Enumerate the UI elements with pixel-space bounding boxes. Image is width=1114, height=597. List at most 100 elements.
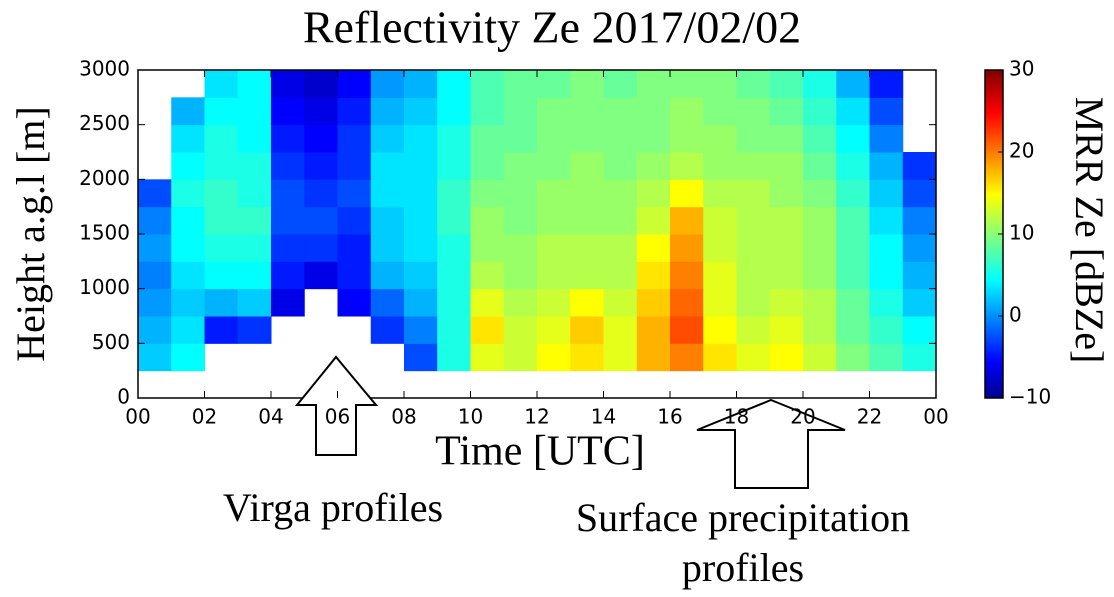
cell (370, 288, 405, 317)
cell (171, 179, 205, 208)
cell (603, 316, 638, 344)
cell (470, 206, 505, 235)
cell (603, 206, 638, 235)
cell (370, 234, 405, 262)
cell (769, 343, 804, 372)
cell (271, 179, 305, 208)
cell (603, 261, 638, 290)
cell (304, 234, 338, 262)
x-tick-label: 04 (258, 405, 283, 429)
cell (736, 343, 771, 372)
cell (470, 124, 505, 153)
cell (570, 234, 604, 262)
cell (836, 152, 870, 180)
cell (503, 316, 538, 344)
cell (470, 97, 505, 126)
cell (769, 97, 804, 126)
cell (537, 152, 571, 180)
x-tick-label: 10 (458, 405, 483, 429)
cell (670, 97, 704, 126)
x-tick-label: 08 (391, 405, 416, 429)
cell (902, 288, 937, 317)
cell (869, 288, 904, 317)
cell (902, 206, 937, 235)
cell (404, 288, 438, 317)
cell (503, 343, 538, 372)
cell (537, 97, 571, 126)
cell (670, 206, 704, 235)
heatmap (138, 70, 937, 372)
cell (138, 234, 172, 262)
cell (171, 152, 205, 180)
surface-arrow (696, 398, 846, 489)
cell (902, 152, 937, 180)
cell (337, 206, 372, 235)
cell (636, 288, 671, 317)
cell (636, 70, 671, 98)
cell (603, 234, 638, 262)
cell (736, 124, 771, 153)
cell (836, 97, 870, 126)
cell (437, 97, 471, 126)
annotations: Virga profiles Surface precipitation profi… (223, 485, 910, 590)
cell (902, 234, 937, 262)
cell (537, 343, 571, 372)
cell (370, 124, 405, 153)
cell (836, 288, 870, 317)
cell (404, 234, 438, 262)
cell (703, 124, 737, 153)
x-tick-label: 06 (325, 405, 350, 429)
cell (603, 152, 638, 180)
cell (869, 152, 904, 180)
cell (437, 234, 471, 262)
y-tick-label: 1000 (79, 275, 130, 299)
cell (703, 288, 737, 317)
cell (437, 124, 471, 153)
cell (570, 179, 604, 208)
cell (803, 234, 837, 262)
cell (437, 288, 471, 317)
cell (204, 152, 239, 180)
cell (503, 234, 538, 262)
cell (703, 206, 737, 235)
cell (670, 124, 704, 153)
cell (570, 343, 604, 372)
cell (636, 206, 671, 235)
cell (869, 70, 904, 98)
cell (836, 70, 870, 98)
cell (636, 179, 671, 208)
cell (304, 179, 338, 208)
cell (437, 343, 471, 372)
cell (769, 124, 804, 153)
cell (271, 234, 305, 262)
cell (138, 316, 172, 344)
cell (204, 288, 239, 317)
x-tick-label: 00 (923, 405, 948, 429)
cell (337, 124, 372, 153)
cell (603, 97, 638, 126)
cell (570, 152, 604, 180)
cell (670, 343, 704, 372)
annotation: profiles (682, 545, 804, 590)
cell (670, 288, 704, 317)
cell (769, 179, 804, 208)
cell (736, 97, 771, 126)
cell (902, 316, 937, 344)
cell (171, 261, 205, 290)
cell (670, 152, 704, 180)
cell (171, 206, 205, 235)
cell (803, 179, 837, 208)
cell (337, 179, 372, 208)
cell (171, 288, 205, 317)
colorbar-tick-label: −10 (1009, 385, 1051, 409)
cell (803, 288, 837, 317)
cell (869, 206, 904, 235)
cell (237, 124, 272, 153)
cell (703, 316, 737, 344)
cell (503, 179, 538, 208)
cell (370, 316, 405, 344)
x-tick-label: 02 (192, 405, 217, 429)
cell (769, 70, 804, 98)
cell (437, 261, 471, 290)
